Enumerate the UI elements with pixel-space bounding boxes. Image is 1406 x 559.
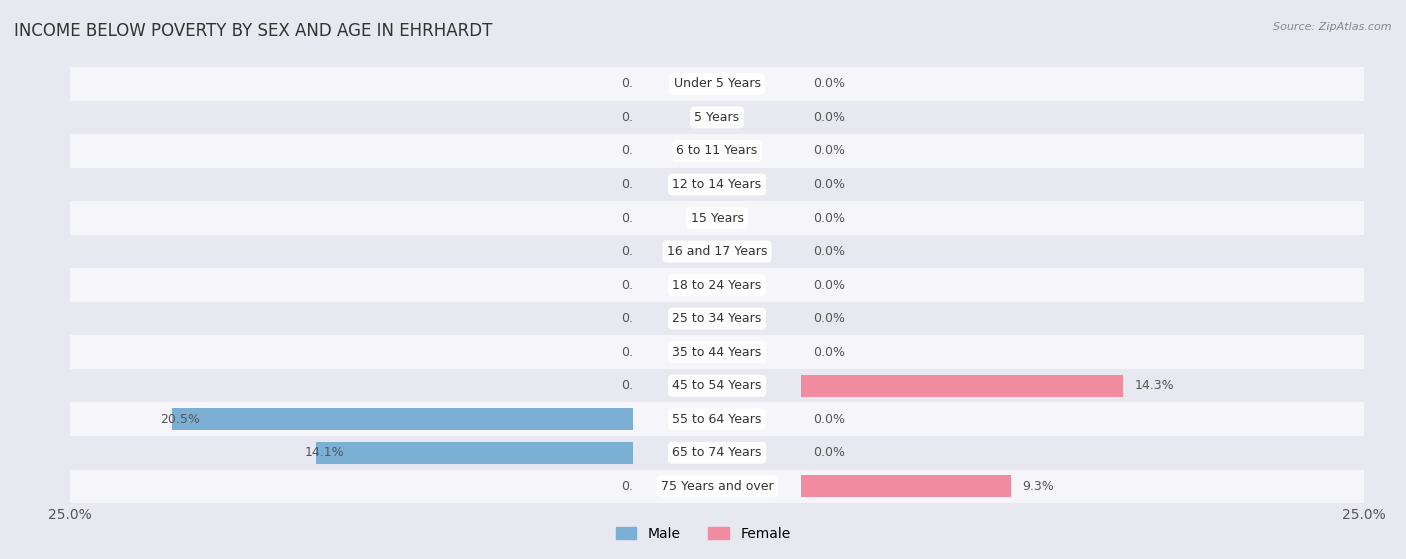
Text: Source: ZipAtlas.com: Source: ZipAtlas.com (1274, 22, 1392, 32)
Text: 0.0%: 0.0% (813, 446, 845, 459)
Text: 35 to 44 Years: 35 to 44 Years (672, 345, 762, 359)
Bar (633, 67, 801, 101)
Bar (70, 436, 633, 470)
Bar (633, 470, 801, 503)
Bar (801, 134, 1364, 168)
Text: 0.0%: 0.0% (621, 312, 654, 325)
Bar (633, 369, 801, 402)
Text: 0.0%: 0.0% (813, 345, 845, 359)
Bar (801, 302, 1364, 335)
Text: 0.0%: 0.0% (621, 245, 654, 258)
Bar (801, 475, 1011, 498)
Text: 0.0%: 0.0% (813, 413, 845, 426)
Text: 6 to 11 Years: 6 to 11 Years (676, 144, 758, 158)
Bar (801, 436, 1364, 470)
Bar (172, 408, 633, 430)
Bar (70, 470, 633, 503)
Text: 18 to 24 Years: 18 to 24 Years (672, 278, 762, 292)
Text: 55 to 64 Years: 55 to 64 Years (672, 413, 762, 426)
Bar (70, 201, 633, 235)
Bar (633, 436, 801, 470)
Text: 0.0%: 0.0% (813, 77, 845, 91)
Text: 0.0%: 0.0% (621, 211, 654, 225)
Bar (70, 101, 633, 134)
Text: 14.1%: 14.1% (304, 446, 344, 459)
Bar (801, 67, 1364, 101)
Text: 0.0%: 0.0% (813, 144, 845, 158)
Text: 9.3%: 9.3% (1022, 480, 1053, 493)
Bar (633, 134, 801, 168)
Text: Under 5 Years: Under 5 Years (673, 77, 761, 91)
Bar (633, 335, 801, 369)
Text: 0.0%: 0.0% (813, 178, 845, 191)
Bar (801, 268, 1364, 302)
Text: 5 Years: 5 Years (695, 111, 740, 124)
Text: 0.0%: 0.0% (813, 278, 845, 292)
Text: 0.0%: 0.0% (621, 480, 654, 493)
Text: 20.5%: 20.5% (160, 413, 200, 426)
Text: 14.3%: 14.3% (1135, 379, 1174, 392)
Bar (801, 470, 1364, 503)
Text: 0.0%: 0.0% (621, 345, 654, 359)
Bar (801, 235, 1364, 268)
Text: 16 and 17 Years: 16 and 17 Years (666, 245, 768, 258)
Bar (633, 268, 801, 302)
Text: 65 to 74 Years: 65 to 74 Years (672, 446, 762, 459)
Bar (801, 369, 1364, 402)
Text: INCOME BELOW POVERTY BY SEX AND AGE IN EHRHARDT: INCOME BELOW POVERTY BY SEX AND AGE IN E… (14, 22, 492, 40)
Bar (633, 402, 801, 436)
Text: 0.0%: 0.0% (621, 144, 654, 158)
Bar (70, 369, 633, 402)
Bar (70, 67, 633, 101)
Bar (633, 168, 801, 201)
Text: 0.0%: 0.0% (813, 245, 845, 258)
Text: 0.0%: 0.0% (621, 77, 654, 91)
Text: 0.0%: 0.0% (813, 211, 845, 225)
Bar (70, 302, 633, 335)
Text: 75 Years and over: 75 Years and over (661, 480, 773, 493)
Text: 0.0%: 0.0% (621, 379, 654, 392)
Bar (801, 101, 1364, 134)
Bar (801, 375, 1123, 397)
Text: 0.0%: 0.0% (813, 312, 845, 325)
Bar (70, 235, 633, 268)
Bar (801, 168, 1364, 201)
Text: 0.0%: 0.0% (621, 111, 654, 124)
Bar (633, 302, 801, 335)
Bar (801, 402, 1364, 436)
Bar (633, 101, 801, 134)
Text: 15 Years: 15 Years (690, 211, 744, 225)
Bar (801, 335, 1364, 369)
Legend: Male, Female: Male, Female (610, 522, 796, 547)
Text: 0.0%: 0.0% (621, 178, 654, 191)
Text: 12 to 14 Years: 12 to 14 Years (672, 178, 762, 191)
Bar (70, 268, 633, 302)
Bar (633, 201, 801, 235)
Bar (70, 134, 633, 168)
Bar (633, 235, 801, 268)
Bar (315, 442, 633, 464)
Text: 0.0%: 0.0% (813, 111, 845, 124)
Text: 0.0%: 0.0% (621, 278, 654, 292)
Bar (70, 335, 633, 369)
Bar (70, 168, 633, 201)
Bar (801, 201, 1364, 235)
Bar (70, 402, 633, 436)
Text: 45 to 54 Years: 45 to 54 Years (672, 379, 762, 392)
Text: 25 to 34 Years: 25 to 34 Years (672, 312, 762, 325)
